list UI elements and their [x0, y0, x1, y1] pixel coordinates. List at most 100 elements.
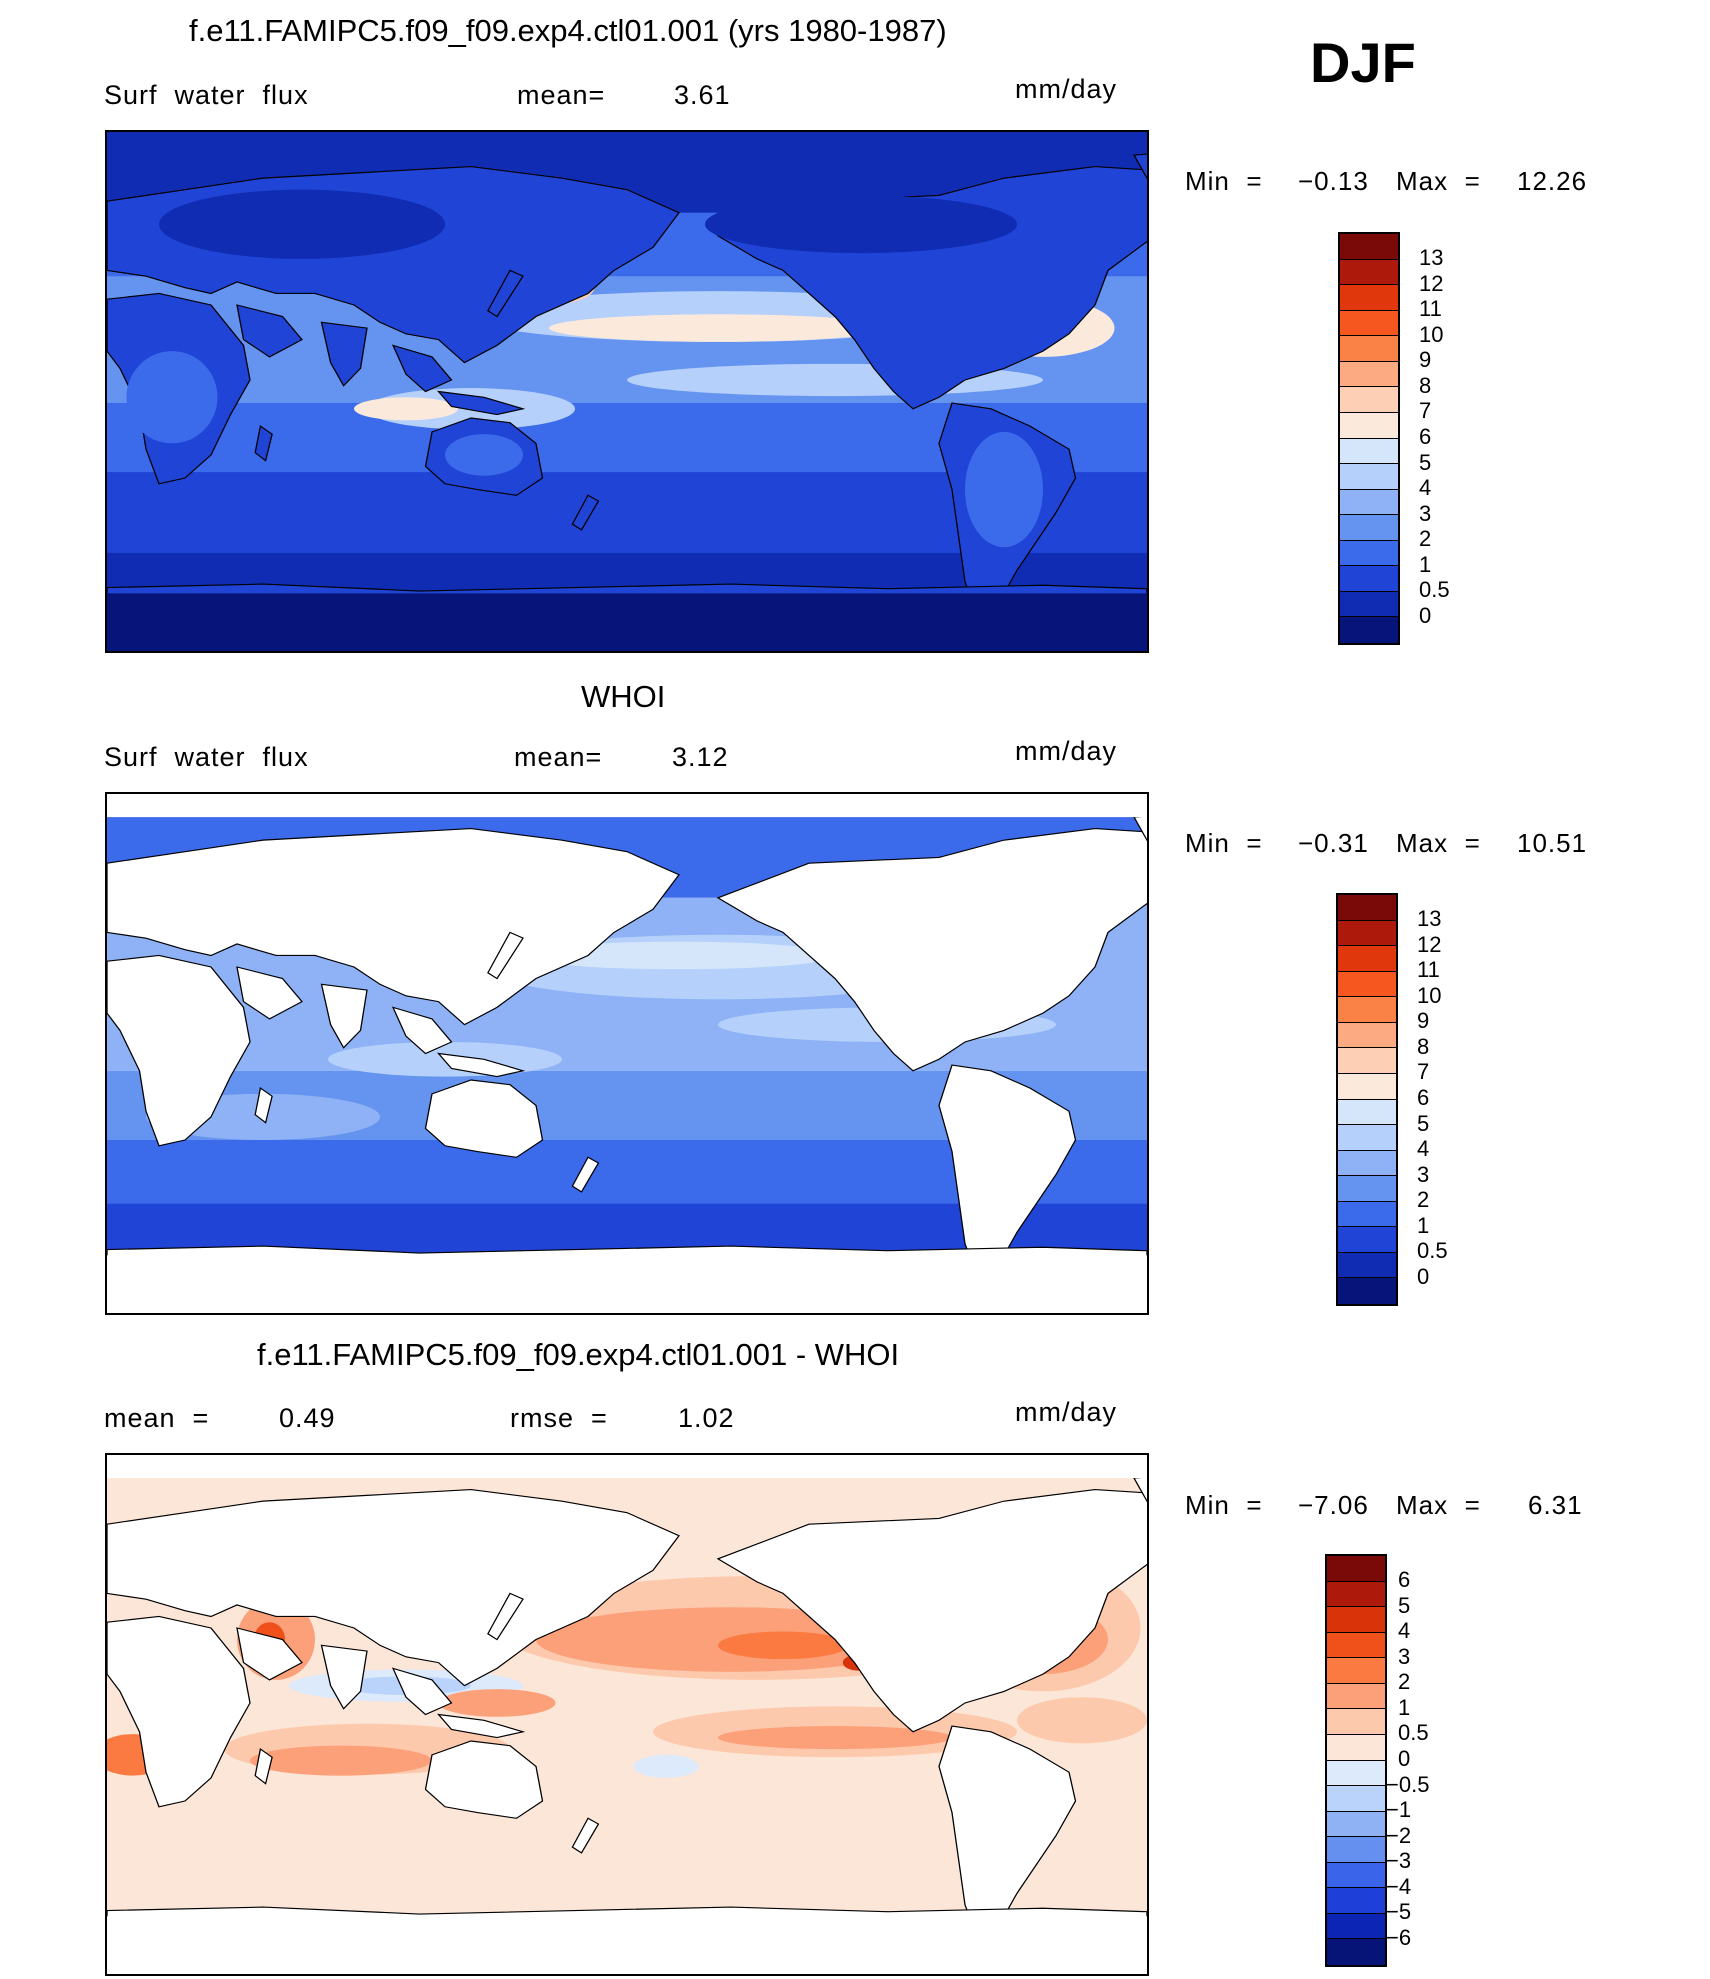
panel-1-variable-label: Surf water flux — [104, 80, 309, 110]
panel-1-colorbar-label: 11 — [1419, 296, 1442, 322]
panel-3-mean-value: 0.49 — [279, 1403, 336, 1433]
panel-1-colorbar-label: 9 — [1419, 347, 1432, 373]
panel-2-mean-value: 3.12 — [672, 742, 729, 772]
panel-2-colorbar-label: 4 — [1417, 1136, 1430, 1162]
panel-3-colorbar-label: 3 — [1398, 1643, 1411, 1669]
panel-3-title: f.e11.FAMIPC5.f09_f09.exp4.ctl01.001 - W… — [257, 1337, 900, 1372]
panel-3-colorbar-swatch — [1327, 1913, 1385, 1940]
panel-3-colorbar-label: 5 — [1398, 1592, 1411, 1618]
panel-1-colorbar — [1338, 232, 1400, 645]
panel-2-colorbar-label: 8 — [1417, 1033, 1430, 1059]
panel-3-colorbar-swatch — [1327, 1607, 1385, 1633]
panel-3-min-value: −7.06 — [1298, 1490, 1369, 1520]
panel-2-min-value: −0.31 — [1298, 828, 1369, 858]
panel-3-colorbar-label: 4 — [1398, 1618, 1411, 1644]
panel-1-colorbar-swatch — [1340, 464, 1398, 490]
panel-3-colorbar-swatch — [1327, 1556, 1385, 1582]
panel-2-colorbar-label: 13 — [1417, 906, 1442, 931]
panel-2-min-label: Min = — [1185, 828, 1263, 858]
panel-1-colorbar-swatch — [1340, 515, 1398, 541]
panel-2-colorbar — [1336, 893, 1398, 1306]
panel-3-colorbar-swatch — [1327, 1811, 1385, 1838]
panel-2-colorbar-swatch — [1338, 1125, 1396, 1151]
panel-2-colorbar-label: 5 — [1417, 1110, 1430, 1136]
panel-1-colorbar-label: 8 — [1419, 372, 1432, 398]
panel-3-colorbar-swatch — [1327, 1760, 1385, 1787]
panel-1-colorbar-swatch — [1340, 412, 1398, 439]
panel-2-colorbar-swatch — [1338, 1150, 1396, 1177]
panel-1-colorbar-swatch — [1340, 234, 1398, 260]
panel-3-colorbar-label: −6 — [1386, 1924, 1412, 1950]
panel-3-colorbar-label: 2 — [1398, 1669, 1411, 1695]
panel-2-colorbar-swatch — [1338, 1048, 1396, 1074]
panel-2-colorbar-label: 2 — [1417, 1187, 1430, 1213]
panel-2-colorbar-swatch — [1338, 971, 1396, 998]
panel-1-colorbar-label: 5 — [1419, 449, 1432, 475]
panel-2-colorbar-swatch — [1338, 1201, 1396, 1228]
panel-3-min-label: Min = — [1185, 1490, 1263, 1520]
panel-1-mean-label: mean= — [517, 80, 606, 110]
panel-2-max-label: Max = — [1396, 828, 1481, 858]
panel-2-colorbar-label: 10 — [1417, 982, 1442, 1008]
panel-2-colorbar-swatch — [1338, 1099, 1396, 1126]
panel-1-colorbar-swatch — [1340, 387, 1398, 413]
panel-3-map — [105, 1453, 1149, 1976]
panel-1-colorbar-swatch — [1340, 310, 1398, 337]
panel-1-map — [105, 130, 1149, 653]
panel-3-colorbar-swatch — [1327, 1786, 1385, 1812]
panel-3-rmse-label: rmse = — [510, 1403, 608, 1433]
panel-2-colorbar-label: 1 — [1417, 1212, 1430, 1238]
panel-1-mean-value: 3.61 — [674, 80, 731, 110]
panel-1-colorbar-label: 7 — [1419, 398, 1432, 424]
panel-2-map-svg — [107, 794, 1147, 1313]
panel-3-units: mm/day — [1015, 1397, 1118, 1427]
panel-3-colorbar-label: −4 — [1386, 1873, 1412, 1899]
panel-1-min-label: Min = — [1185, 166, 1263, 196]
panel-1-colorbar-swatch — [1340, 540, 1398, 567]
panel-2-colorbar-swatch — [1338, 997, 1396, 1023]
panel-2-max-value: 10.51 — [1517, 828, 1588, 858]
panel-2-colorbar-label: 0.5 — [1417, 1238, 1448, 1264]
panel-2-colorbar-swatch — [1338, 895, 1396, 921]
panel-3-colorbar-swatch — [1327, 1734, 1385, 1761]
panel-3-colorbar-label: −3 — [1386, 1848, 1412, 1874]
panel-2-colorbar-swatch — [1338, 1022, 1396, 1049]
panel-1-colorbar-label: 4 — [1419, 475, 1432, 501]
panel-1-colorbar-swatch — [1340, 566, 1398, 592]
panel-3-max-value: 6.31 — [1528, 1490, 1583, 1520]
panel-1-colorbar-label: 12 — [1419, 270, 1444, 296]
panel-3-colorbar — [1325, 1554, 1387, 1967]
panel-3-colorbar-label: 1 — [1398, 1694, 1411, 1720]
panel-2-colorbar-swatch — [1338, 920, 1396, 947]
panel-2-units: mm/day — [1015, 736, 1118, 766]
panel-3-colorbar-label: −5 — [1386, 1899, 1412, 1925]
panel-1-colorbar-label: 10 — [1419, 321, 1444, 347]
panel-3-colorbar-swatch — [1327, 1837, 1385, 1863]
panel-1-colorbar-swatch — [1340, 438, 1398, 465]
panel-2-variable-label: Surf water flux — [104, 742, 309, 772]
panel-2-colorbar-swatch — [1338, 1176, 1396, 1202]
panel-1-title: f.e11.FAMIPC5.f09_f09.exp4.ctl01.001 (yr… — [189, 13, 947, 48]
panel-2-colorbar-swatch — [1338, 1227, 1396, 1253]
panel-3-colorbar-label: 6 — [1398, 1567, 1411, 1592]
panel-1-colorbar-label: 13 — [1419, 245, 1444, 270]
panel-2-colorbar-segments — [1338, 895, 1396, 1304]
panel-3-colorbar-swatch — [1327, 1658, 1385, 1684]
panel-1-min-value: −0.13 — [1298, 166, 1369, 196]
panel-3-colorbar-segments — [1327, 1556, 1385, 1965]
panel-1-map-svg — [107, 132, 1147, 651]
panel-3-colorbar-swatch — [1327, 1709, 1385, 1735]
panel-1-colorbar-swatch — [1340, 259, 1398, 286]
panel-1-colorbar-swatch — [1340, 591, 1398, 618]
panel-3-colorbar-label: −1 — [1386, 1797, 1412, 1823]
panel-1-colorbar-label: 3 — [1419, 500, 1432, 526]
panel-1-max-value: 12.26 — [1517, 166, 1588, 196]
panel-1-colorbar-label: 1 — [1419, 551, 1432, 577]
panel-3-max-label: Max = — [1396, 1490, 1481, 1520]
panel-1-colorbar-swatch — [1340, 285, 1398, 311]
panel-3-colorbar-swatch — [1327, 1888, 1385, 1914]
panel-3-colorbar-swatch — [1327, 1581, 1385, 1608]
panel-2-colorbar-swatch — [1338, 1073, 1396, 1100]
panel-2-map — [105, 792, 1149, 1315]
panel-2-colorbar-label: 11 — [1417, 957, 1440, 983]
